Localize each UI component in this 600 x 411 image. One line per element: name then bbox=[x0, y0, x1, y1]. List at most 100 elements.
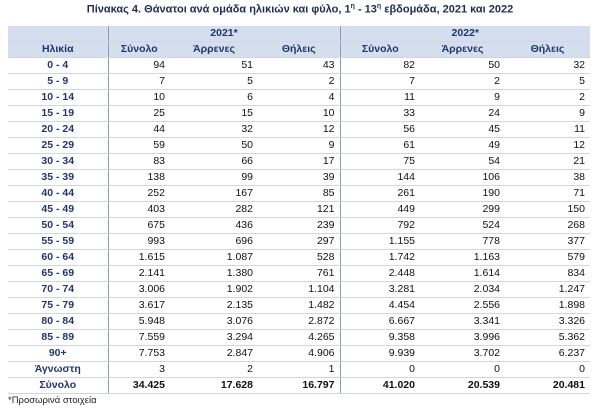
age-cell: 65 - 69 bbox=[8, 265, 108, 282]
value-cell: 17 bbox=[258, 153, 340, 170]
age-cell: 50 - 54 bbox=[8, 217, 108, 234]
value-cell: 0 bbox=[420, 361, 505, 378]
value-cell: 3.617 bbox=[107, 297, 170, 314]
value-cell: 3 bbox=[107, 361, 170, 378]
title-sup: η bbox=[376, 3, 382, 10]
value-cell: 1.742 bbox=[339, 249, 420, 266]
age-cell: 80 - 84 bbox=[8, 313, 108, 330]
value-cell: 1.482 bbox=[258, 297, 340, 314]
age-cell: 70 - 74 bbox=[8, 281, 108, 298]
value-cell: 377 bbox=[505, 233, 590, 250]
value-cell: 2.872 bbox=[258, 313, 340, 330]
value-cell: 5 bbox=[170, 73, 258, 90]
age-cell: 40 - 44 bbox=[8, 185, 108, 202]
value-cell: 20.481 bbox=[505, 377, 590, 394]
value-cell: 41.020 bbox=[339, 377, 420, 394]
year-header: 2022* bbox=[339, 26, 590, 42]
value-cell: 21 bbox=[505, 153, 590, 170]
value-cell: 261 bbox=[339, 185, 420, 202]
value-cell: 2.135 bbox=[170, 297, 258, 314]
value-cell: 2.448 bbox=[339, 265, 420, 282]
value-cell: 9 bbox=[258, 137, 340, 154]
column-header: Ηλικία bbox=[8, 41, 108, 58]
value-cell: 10 bbox=[107, 89, 170, 106]
age-cell: 5 - 9 bbox=[8, 73, 108, 90]
value-cell: 9 bbox=[420, 89, 505, 106]
table-row: 35 - 39 138 99 39 144 106 38 bbox=[8, 169, 590, 186]
value-cell: 449 bbox=[339, 201, 420, 218]
column-header: Άρρενες bbox=[420, 41, 505, 58]
value-cell: 2 bbox=[258, 73, 340, 90]
value-cell: 190 bbox=[420, 185, 505, 202]
table-row: 25 - 29 59 50 9 61 49 12 bbox=[8, 137, 590, 154]
value-cell: 61 bbox=[339, 137, 420, 154]
value-cell: 1.104 bbox=[258, 281, 340, 298]
value-cell: 15 bbox=[170, 105, 258, 122]
table-row: 50 - 54 675 436 239 792 524 268 bbox=[8, 217, 590, 234]
column-header: Θήλεις bbox=[505, 41, 590, 58]
value-cell: 150 bbox=[505, 201, 590, 218]
column-header: Θήλεις bbox=[258, 41, 340, 58]
age-cell: 85 - 89 bbox=[8, 329, 108, 346]
value-cell: 50 bbox=[420, 57, 505, 74]
value-cell: 1.380 bbox=[170, 265, 258, 282]
title-text: εβδομάδα, 2021 και 2022 bbox=[381, 3, 514, 16]
value-cell: 94 bbox=[107, 57, 170, 74]
value-cell: 4 bbox=[258, 89, 340, 106]
value-cell: 5 bbox=[505, 73, 590, 90]
value-cell: 2.847 bbox=[170, 345, 258, 362]
age-cell: 55 - 59 bbox=[8, 233, 108, 250]
value-cell: 2.141 bbox=[107, 265, 170, 282]
value-cell: 17.628 bbox=[170, 377, 258, 394]
value-cell: 32 bbox=[505, 57, 590, 74]
table-body: 0 - 4 94 51 43 82 50 32 5 - 9 7 5 2 7 2 5 10 - 14 10 6 4 1… bbox=[8, 57, 590, 394]
age-cell: 10 - 14 bbox=[8, 89, 108, 106]
age-cell: 35 - 39 bbox=[8, 169, 108, 186]
value-cell: 778 bbox=[420, 233, 505, 250]
value-cell: 24 bbox=[420, 105, 505, 122]
year-row: 2021* 2022* bbox=[8, 26, 590, 42]
age-cell: 20 - 24 bbox=[8, 121, 108, 138]
value-cell: 10 bbox=[258, 105, 340, 122]
value-cell: 44 bbox=[107, 121, 170, 138]
age-cell: 25 - 29 bbox=[8, 137, 108, 154]
value-cell: 1 bbox=[258, 361, 340, 378]
value-cell: 6 bbox=[170, 89, 258, 106]
value-cell: 33 bbox=[339, 105, 420, 122]
value-cell: 7 bbox=[339, 73, 420, 90]
table-row: Άγνωστη 3 2 1 0 0 0 bbox=[8, 361, 590, 378]
value-cell: 12 bbox=[258, 121, 340, 138]
value-cell: 3.294 bbox=[170, 329, 258, 346]
value-cell: 299 bbox=[420, 201, 505, 218]
value-cell: 6.237 bbox=[505, 345, 590, 362]
value-cell: 82 bbox=[339, 57, 420, 74]
value-cell: 5.362 bbox=[505, 329, 590, 346]
title-sup: η bbox=[350, 3, 355, 10]
value-cell: 85 bbox=[258, 185, 340, 202]
table-row: 70 - 74 3.006 1.902 1.104 3.281 2.034 1.247 bbox=[8, 281, 590, 298]
value-cell: 2.034 bbox=[420, 281, 505, 298]
title-text: Πίνακας 4. Θάνατοι ανά ομάδα ηλικιών και… bbox=[86, 3, 351, 16]
column-header: Σύνολο bbox=[107, 41, 170, 58]
value-cell: 167 bbox=[170, 185, 258, 202]
table-row: 80 - 84 5.948 3.076 2.872 6.667 3.341 3.326 bbox=[8, 313, 590, 330]
title-text: - 13 bbox=[354, 3, 377, 16]
value-cell: 1.163 bbox=[420, 249, 505, 266]
value-cell: 3.006 bbox=[107, 281, 170, 298]
value-cell: 2 bbox=[170, 361, 258, 378]
value-cell: 59 bbox=[107, 137, 170, 154]
value-cell: 2 bbox=[505, 89, 590, 106]
age-cell: Σύνολο bbox=[8, 377, 108, 394]
age-cell: 15 - 19 bbox=[8, 105, 108, 122]
age-cell: 0 - 4 bbox=[8, 57, 108, 74]
year-header: 2021* bbox=[107, 26, 340, 42]
value-cell: 121 bbox=[258, 201, 340, 218]
value-cell: 0 bbox=[339, 361, 420, 378]
value-cell: 696 bbox=[170, 233, 258, 250]
value-cell: 9.358 bbox=[339, 329, 420, 346]
value-cell: 2.556 bbox=[420, 297, 505, 314]
value-cell: 761 bbox=[258, 265, 340, 282]
table-row: 10 - 14 10 6 4 11 9 2 bbox=[8, 89, 590, 106]
